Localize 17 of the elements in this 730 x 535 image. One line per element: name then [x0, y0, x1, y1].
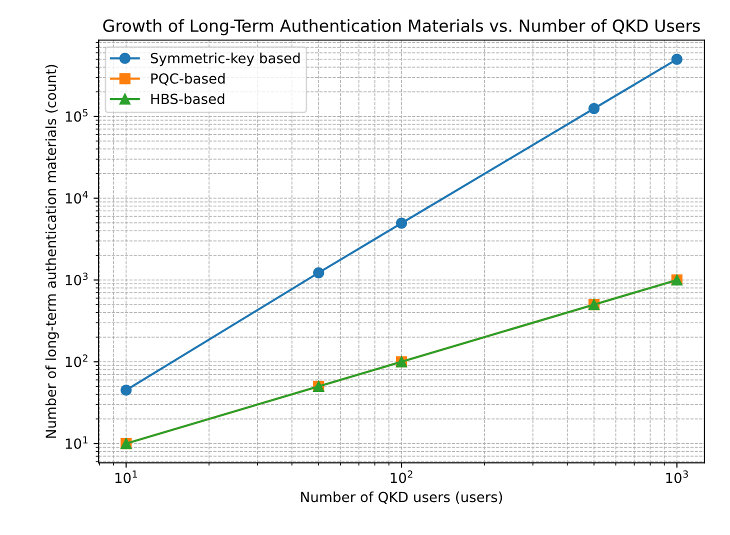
y-tick-label: 10$^{1}$	[66, 436, 88, 449]
point	[671, 54, 682, 65]
x-tick-label: 10$^{2}$	[390, 470, 412, 484]
y-tick-label: 10$^{3}$	[66, 272, 88, 286]
chart-title: Growth of Long-Term Authentication Materials vs. Number of QKD Users	[103, 19, 700, 36]
legend-label: HBS-based	[151, 93, 224, 104]
point	[396, 218, 408, 229]
y-tick-label: 10$^{4}$	[66, 190, 88, 204]
y-tick-label: 10$^{5}$	[66, 109, 88, 122]
x-tick-label: 10$^{1}$	[115, 470, 138, 484]
y-axis-title: Number of long-term authentication materials (count)	[45, 64, 59, 438]
point	[120, 384, 132, 396]
y-tick-label: 10$^{2}$	[66, 354, 88, 368]
x-axis-title: Number of QKD users (users)	[301, 491, 502, 504]
legend-label: Symmetric-key based	[150, 52, 300, 66]
legend-label: PQC-based	[151, 73, 225, 86]
x-tick-label: 10$^{3}$	[666, 470, 688, 484]
